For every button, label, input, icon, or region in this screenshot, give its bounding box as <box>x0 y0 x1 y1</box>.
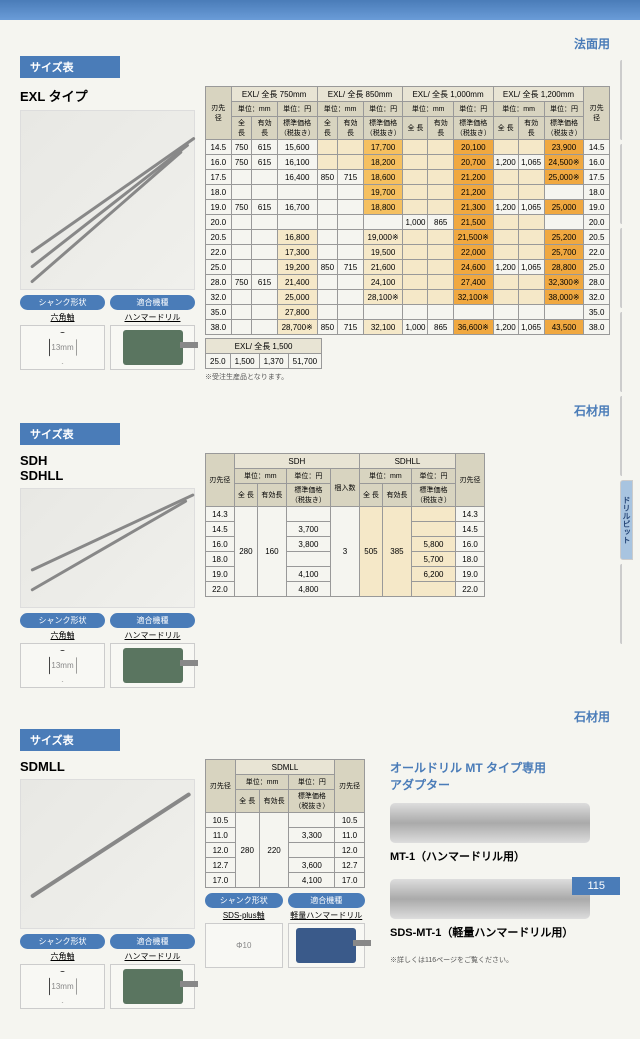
hex-icon: 13mm <box>20 325 105 370</box>
category-label: 法面用 <box>20 35 610 52</box>
sdmll-table: 刃先径SDMLL刃先径単位：mm単位：円全 長有効長標準価格 （税抜き）10.5… <box>205 759 365 888</box>
adapter-mt1-label: MT-1（ハンマードリル用） <box>390 848 610 864</box>
side-tab-5[interactable]: ドリルビット <box>620 480 633 560</box>
product-photo-sdh <box>20 488 195 608</box>
adapter-sdsmt1-label: SDS-MT-1（軽量ハンマードリル用） <box>390 924 610 940</box>
product-photo-exl <box>20 110 195 290</box>
tool-icon <box>110 325 195 370</box>
adapter-title: オールドリル MT タイプ専用 アダプター <box>390 759 610 793</box>
product-title-exl: EXL タイプ <box>20 86 195 105</box>
product-photo-sdmll <box>20 779 195 929</box>
side-tab-1[interactable] <box>620 144 622 224</box>
exl-table: 刃先径EXL/ 全長 750mmEXL/ 全長 850mmEXL/ 全長 1,0… <box>205 86 610 335</box>
product-title-sdh: SDH SDHLL <box>20 453 195 483</box>
adapter-note: ※詳しくは116ページをご覧ください。 <box>390 955 610 965</box>
note: ※受注生産品となります。 <box>205 372 610 382</box>
section-header-3: サイズ表 <box>20 729 120 751</box>
tool-label: 適合機種 <box>110 295 195 310</box>
section-header-2: サイズ表 <box>20 423 120 445</box>
tool-type: ハンマードリル <box>110 312 195 323</box>
side-tab-6[interactable] <box>620 564 622 644</box>
side-tab-4[interactable] <box>620 396 622 476</box>
shank-label: シャンク形状 <box>20 295 105 310</box>
exl-extra-table: EXL/ 全長 1,500 25.01,5001,37051,700 <box>205 338 322 369</box>
category-label-3: 石材用 <box>20 708 610 725</box>
category-label-2: 石材用 <box>20 402 610 419</box>
sdh-table: 刃先径SDHSDHLL刃先径単位：mm単位：円梱入数単位：mm単位：円全 長有効… <box>205 453 485 597</box>
side-tab-2[interactable] <box>620 228 622 308</box>
product-title-sdmll: SDMLL <box>20 759 195 774</box>
shank-type: 六角軸 <box>20 312 105 323</box>
side-tab-0[interactable] <box>620 60 622 140</box>
adapter-mt1-image <box>390 803 590 843</box>
page-number: 115 <box>572 877 620 895</box>
side-tab-3[interactable] <box>620 312 622 392</box>
adapter-sdsmt1-image <box>390 879 590 919</box>
section-header: サイズ表 <box>20 56 120 78</box>
